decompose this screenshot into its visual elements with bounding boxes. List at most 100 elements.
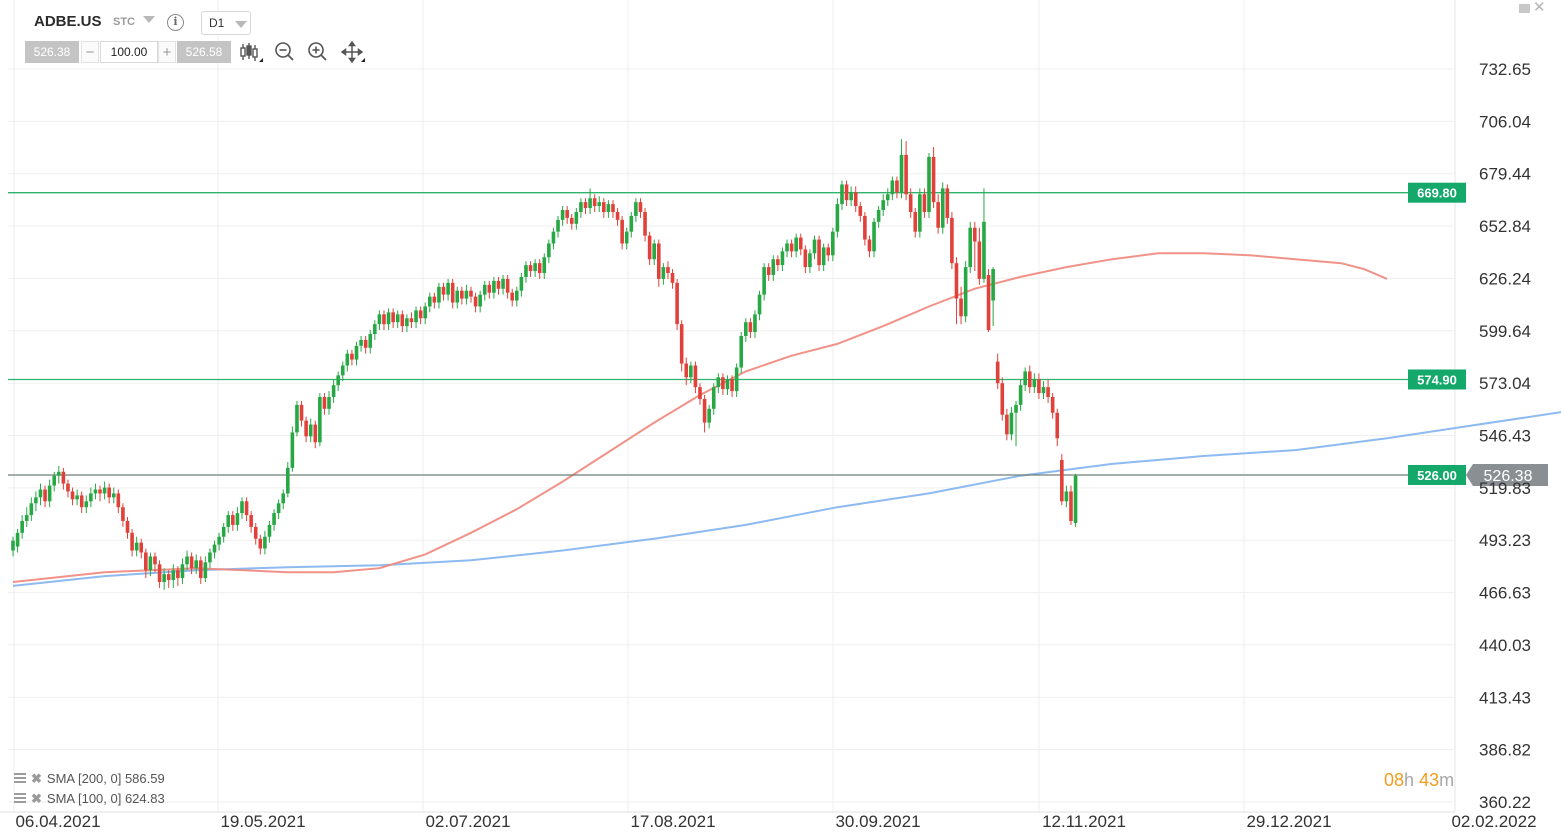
candle-body xyxy=(519,276,524,291)
candle-body xyxy=(679,324,684,364)
candle-body xyxy=(624,231,629,244)
candle-body xyxy=(437,286,441,303)
candle-body xyxy=(153,556,157,565)
candle-body xyxy=(107,487,111,498)
candle-body xyxy=(963,267,968,317)
candle-body xyxy=(299,404,304,421)
candle-body xyxy=(464,290,469,299)
level-tag xyxy=(1408,369,1466,390)
chevron-down-icon xyxy=(235,21,247,28)
candle-body xyxy=(354,345,359,360)
candle-body xyxy=(711,387,716,409)
candle-body xyxy=(872,221,876,252)
move-crosshair-icon[interactable] xyxy=(340,40,366,64)
indicator-sma100[interactable]: ✖ SMA [100, 0] 624.83 xyxy=(14,791,165,807)
symbol-dropdown-icon[interactable] xyxy=(143,16,155,23)
candles xyxy=(11,139,1078,590)
candle-body xyxy=(881,200,885,211)
candle-body xyxy=(936,202,940,228)
x-tick-label: 29.12.2021 xyxy=(1246,812,1331,831)
candle-body xyxy=(780,251,785,266)
current-price-tag xyxy=(1466,463,1548,486)
candle-body xyxy=(359,339,363,346)
candle-body xyxy=(102,487,107,494)
indicator-settings-icon[interactable] xyxy=(14,773,26,784)
candle-body xyxy=(15,532,20,547)
candle-body xyxy=(249,515,253,527)
candle-body xyxy=(1005,414,1009,435)
candle-body xyxy=(615,211,620,220)
candle-body xyxy=(286,467,290,494)
price-levels[interactable]: 669.80 574.90 526.00 526.38 xyxy=(8,182,1548,486)
candle-body xyxy=(853,192,858,207)
candle-body xyxy=(739,335,744,368)
candle-body xyxy=(446,282,450,295)
y-tick-label: 679.44 xyxy=(1479,165,1531,184)
candle-body xyxy=(345,353,350,366)
remove-indicator-icon[interactable]: ✖ xyxy=(31,771,42,786)
candle-body xyxy=(89,493,93,502)
candle-body xyxy=(643,211,647,236)
indicator-sma200[interactable]: ✖ SMA [200, 0] 586.59 xyxy=(14,771,165,787)
candle-body xyxy=(812,239,817,254)
candle-body xyxy=(43,489,47,502)
candle-body xyxy=(432,296,437,303)
candle-body xyxy=(565,210,569,218)
buy-price-button[interactable]: 526.58 xyxy=(177,41,231,63)
current-price-label: 526.38 xyxy=(1484,468,1533,485)
countdown-minutes: 43 xyxy=(1419,770,1440,790)
decrease-quantity-button[interactable]: − xyxy=(81,41,99,63)
candle-body xyxy=(908,194,913,212)
candle-body xyxy=(1027,371,1032,388)
candle-body xyxy=(707,408,711,423)
candle-body xyxy=(766,267,771,275)
candle-body xyxy=(940,188,945,228)
candle-body xyxy=(547,243,551,258)
x-tick-label: 17.08.2021 xyxy=(630,812,715,831)
candle-body xyxy=(20,520,24,533)
chart-type-icon[interactable] xyxy=(238,40,264,64)
candle-body xyxy=(469,290,473,297)
info-icon[interactable]: i xyxy=(167,14,184,31)
candle-body xyxy=(198,560,203,579)
candle-body xyxy=(734,367,739,392)
candle-body xyxy=(400,314,405,327)
increase-quantity-button[interactable]: + xyxy=(158,41,176,63)
quantity-input[interactable] xyxy=(100,41,158,63)
candle-body xyxy=(304,420,308,437)
candle-body xyxy=(171,570,176,581)
close-icon[interactable]: ✕ xyxy=(1533,0,1546,16)
zoom-in-icon[interactable] xyxy=(305,40,331,64)
remove-indicator-icon[interactable]: ✖ xyxy=(31,791,42,806)
candle-body xyxy=(583,202,588,209)
candle-body xyxy=(574,211,579,224)
candle-body xyxy=(620,219,624,244)
candle-body xyxy=(702,398,707,423)
chart-toolbar: ADBE.US STC i D1 526.38 − + 526.58 xyxy=(0,0,1455,70)
indicator-label: SMA [200, 0] 586.59 xyxy=(46,771,165,786)
candle-body xyxy=(473,296,478,307)
x-tick-label: 30.09.2021 xyxy=(835,812,920,831)
timeframe-select[interactable]: D1 xyxy=(201,11,251,35)
indicator-settings-icon[interactable] xyxy=(14,793,26,804)
candle-body xyxy=(363,339,368,348)
candle-body xyxy=(757,294,762,315)
candle-body xyxy=(455,290,460,303)
candle-body xyxy=(212,544,217,553)
minimize-icon[interactable] xyxy=(1519,4,1530,13)
symbol-name[interactable]: ADBE.US xyxy=(34,13,102,30)
sell-price-button[interactable]: 526.38 xyxy=(25,41,79,63)
candle-body xyxy=(276,503,281,514)
candle-body xyxy=(501,278,505,289)
candle-body xyxy=(98,489,102,494)
candle-countdown: 08h 43m xyxy=(1384,770,1454,791)
candle-body xyxy=(798,237,803,250)
candle-body xyxy=(281,493,286,504)
candle-body xyxy=(698,387,702,399)
candle-body xyxy=(327,396,331,409)
x-tick-label: 02.07.2021 xyxy=(425,812,510,831)
zoom-out-icon[interactable] xyxy=(272,40,298,64)
y-tick-label: 652.84 xyxy=(1479,217,1531,236)
candle-body xyxy=(308,424,313,437)
